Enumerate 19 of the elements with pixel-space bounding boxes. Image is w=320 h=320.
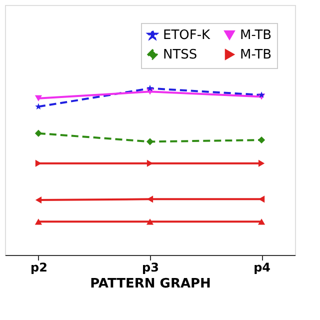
point (34, 95, 42, 102)
x-tick-label: p2 (30, 260, 48, 274)
point (146, 218, 154, 225)
point (146, 138, 154, 146)
point (258, 218, 266, 225)
x-tick-label: p4 (254, 260, 271, 274)
point (34, 130, 42, 137)
point (258, 160, 265, 167)
legend-label: M-TB (240, 48, 272, 62)
legend-label: NTSS (163, 48, 198, 62)
point (146, 84, 154, 92)
point (258, 91, 265, 98)
point (258, 136, 266, 144)
x-tick-label: p3 (142, 260, 159, 274)
legend-label: M-TB (240, 28, 272, 43)
point (35, 196, 42, 204)
point (34, 218, 42, 225)
x-axis-title: PATTERN GRAPH (90, 276, 211, 292)
legend-label: ETOF-K (163, 28, 211, 44)
